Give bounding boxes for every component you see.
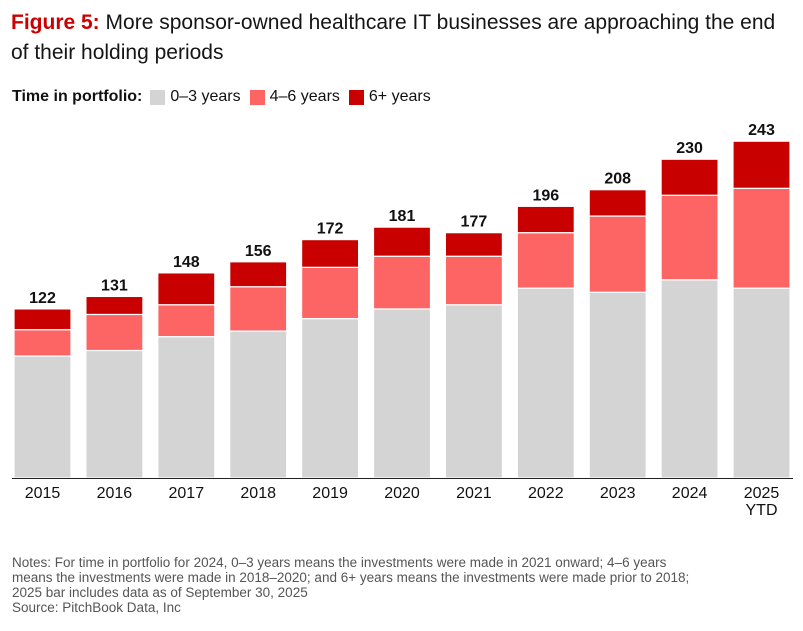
- x-tick-label-2017: 2017: [169, 485, 205, 502]
- legend-label-0-3-years: 0–3 years: [170, 88, 241, 105]
- x-tick-label-2018: 2018: [240, 485, 276, 502]
- bar-2015-4-6-years: [13, 329, 72, 357]
- x-tick-label-2024: 2024: [672, 485, 708, 502]
- bar-2017-6-plus-years: [157, 272, 216, 306]
- bar-2019-6-plus-years: [301, 239, 360, 268]
- figure-label: Figure 5:: [11, 11, 100, 34]
- legend-label-6-plus-years: 6+ years: [368, 88, 431, 105]
- notes-line-1: Notes: For time in portfolio for 2024, 0…: [12, 555, 667, 570]
- x-tick-label-2019: 2019: [312, 485, 348, 502]
- x-tick-label-2022: 2022: [528, 485, 564, 502]
- bar-2025-ytd-0-3-years: [732, 287, 791, 479]
- bar-2020-0-3-years: [372, 308, 432, 479]
- chart-title-text: More sponsor-owned healthcare IT busines…: [11, 11, 776, 64]
- total-label-2016: 131: [101, 277, 128, 294]
- x-tick-label-2023: 2023: [600, 485, 636, 502]
- total-label-2018: 156: [245, 243, 272, 260]
- total-label-2025-ytd: 243: [748, 122, 775, 139]
- legend-swatch-4-6-years: [249, 89, 265, 105]
- bar-2015-6-plus-years: [13, 308, 72, 331]
- total-label-2015: 122: [29, 290, 56, 307]
- x-tick-label-2020: 2020: [384, 485, 420, 502]
- bar-2019-4-6-years: [301, 266, 360, 320]
- legend-swatch-0-3-years: [150, 89, 166, 105]
- legend-item-6-plus-years: 6+ years: [348, 88, 431, 106]
- bar-2018-0-3-years: [229, 330, 288, 479]
- bar-2023-4-6-years: [588, 215, 647, 293]
- bar-2023-6-plus-years: [588, 189, 647, 217]
- bar-2020-6-plus-years: [372, 226, 432, 257]
- bar-2018-4-6-years: [229, 286, 288, 332]
- legend-swatch-6-plus-years: [348, 89, 364, 105]
- bar-2025-ytd-4-6-years: [732, 187, 791, 289]
- notes-line-3: 2025 bar includes data as of September 3…: [12, 585, 308, 600]
- bar-2020-4-6-years: [372, 255, 432, 310]
- bar-2025-ytd-6-plus-years: [732, 140, 791, 189]
- x-tick-label-2016: 2016: [97, 485, 133, 502]
- bar-2021-0-3-years: [444, 304, 503, 479]
- bar-2016-0-3-years: [85, 349, 144, 479]
- total-label-2020: 181: [389, 208, 416, 225]
- legend-title: Time in portfolio:: [12, 88, 143, 105]
- x-tick-label-2015: 2015: [25, 485, 61, 502]
- total-label-2021: 177: [461, 214, 488, 231]
- stacked-bar-chart: 122 2015 131 2016 148 2017 156 2018 172 2019 181 20…: [12, 122, 793, 519]
- bar-2021-6-plus-years: [444, 232, 503, 257]
- total-label-2017: 148: [173, 254, 200, 271]
- bar-2021-4-6-years: [444, 255, 503, 306]
- bar-2016-6-plus-years: [85, 295, 144, 316]
- bar-2019-0-3-years: [301, 318, 360, 479]
- notes-line-2: means the investments were made in 2018–…: [12, 570, 690, 585]
- bar-2018-6-plus-years: [229, 261, 288, 288]
- legend-item-0-3-years: 0–3 years: [150, 88, 241, 106]
- x-tick-label-2025-ytd-line-2: YTD: [746, 502, 778, 519]
- bar-2022-0-3-years: [516, 287, 575, 479]
- total-label-2023: 208: [604, 171, 631, 188]
- chart-source: Source: PitchBook Data, Inc: [12, 600, 181, 615]
- total-label-2019: 172: [317, 221, 344, 238]
- bar-2024-4-6-years: [660, 194, 719, 281]
- bar-2017-4-6-years: [157, 304, 216, 338]
- bar-2017-0-3-years: [157, 336, 216, 479]
- bar-2015-0-3-years: [13, 355, 72, 479]
- chart-notes: Notes: For time in portfolio for 2024, 0…: [12, 555, 802, 615]
- legend-label-4-6-years: 4–6 years: [269, 88, 340, 105]
- bar-2022-6-plus-years: [516, 205, 575, 234]
- x-tick-label-2025-ytd-line-1: 2025: [744, 485, 780, 502]
- bar-2022-4-6-years: [516, 232, 575, 289]
- bar-2024-6-plus-years: [660, 158, 719, 196]
- chart-title: Figure 5: More sponsor-owned healthcare …: [11, 8, 791, 68]
- legend-item-4-6-years: 4–6 years: [249, 88, 340, 106]
- total-label-2022: 196: [532, 187, 559, 204]
- x-tick-label-2021: 2021: [456, 485, 492, 502]
- total-label-2024: 230: [676, 140, 703, 157]
- bar-2024-0-3-years: [660, 279, 719, 479]
- bar-2016-4-6-years: [85, 313, 144, 352]
- legend: Time in portfolio: 0–3 years 4–6 years 6…: [12, 87, 440, 107]
- bar-2023-0-3-years: [588, 291, 647, 479]
